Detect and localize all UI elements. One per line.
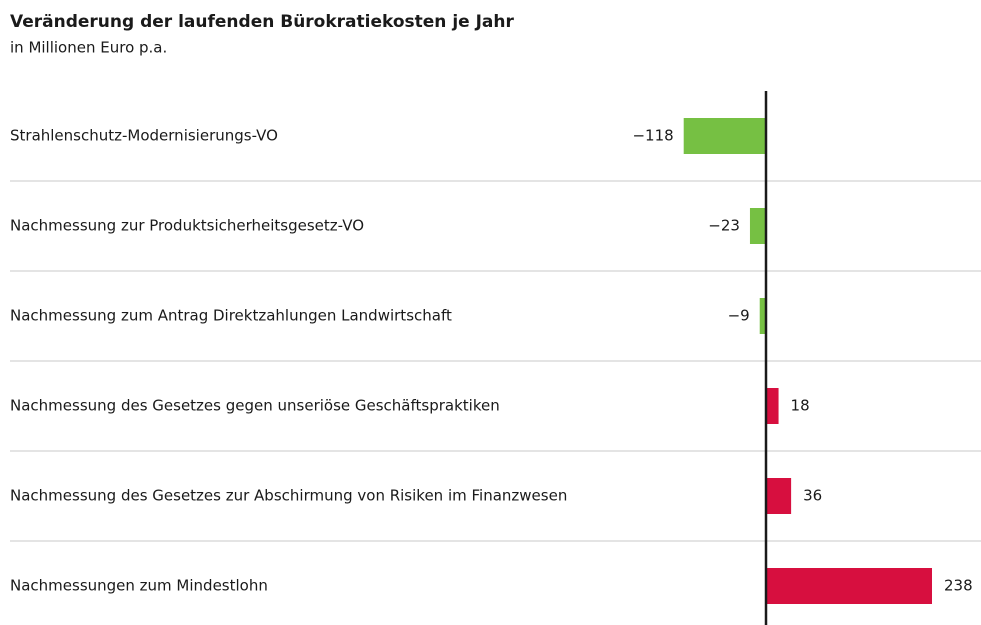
bar <box>683 118 766 154</box>
value-label: 36 <box>803 487 822 505</box>
bar <box>766 478 792 514</box>
category-label: Nachmessung zur Produktsicherheitsgesetz… <box>10 217 364 235</box>
category-label: Strahlenschutz-Modernisierungs-VO <box>10 127 278 145</box>
value-label: 238 <box>944 577 973 595</box>
bar <box>749 208 766 244</box>
bar <box>759 298 766 334</box>
chart-title: Veränderung der laufenden Bürokratiekost… <box>10 12 515 32</box>
value-label: −23 <box>708 217 740 235</box>
value-label: −9 <box>728 307 750 325</box>
value-label: −118 <box>632 127 673 145</box>
bar <box>766 388 779 424</box>
category-label: Nachmessung des Gesetzes gegen unseriöse… <box>10 397 500 415</box>
chart-subtitle: in Millionen Euro p.a. <box>10 39 167 57</box>
category-label: Nachmessungen zum Mindestlohn <box>10 577 268 595</box>
bar <box>766 568 932 604</box>
category-label: Nachmessung zum Antrag Direktzahlungen L… <box>10 307 452 325</box>
category-label: Nachmessung des Gesetzes zur Abschirmung… <box>10 487 567 505</box>
value-label: 18 <box>791 397 810 415</box>
